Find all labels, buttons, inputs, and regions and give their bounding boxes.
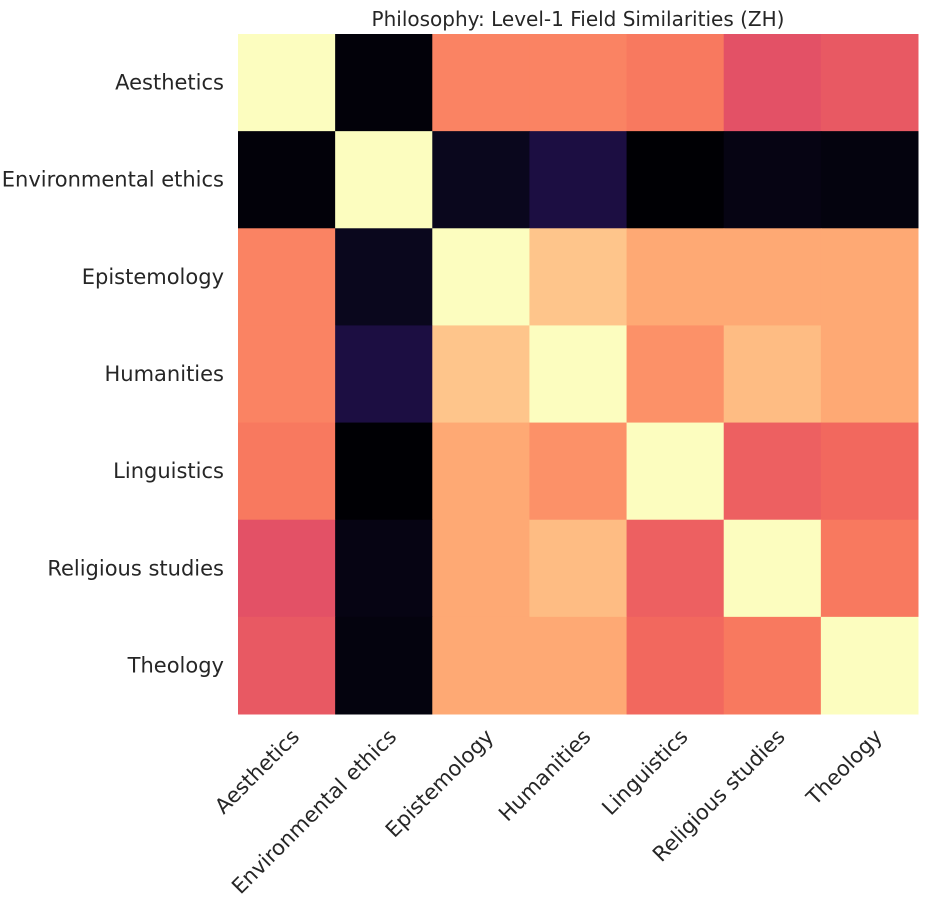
chart-title: Philosophy: Level-1 Field Similarities (… — [372, 7, 785, 31]
x-tick-label-theology: Theology — [801, 725, 887, 811]
y-tick-label-environmental-ethics: Environmental ethics — [2, 168, 224, 192]
x-tick-label-aesthetics: Aesthetics — [210, 725, 304, 819]
heatmap-cell-linguistics-theology — [820, 422, 919, 521]
heatmap-cell-religious-studies-humanities — [529, 519, 628, 618]
heatmap-cell-religious-studies-linguistics — [626, 519, 725, 618]
heatmap-cell-religious-studies-environmental-ethics — [335, 519, 433, 618]
y-tick-label-linguistics: Linguistics — [113, 459, 224, 483]
heatmap-cell-humanities-linguistics — [626, 325, 725, 424]
y-tick-label-theology: Theology — [127, 653, 224, 677]
x-tick-label-environmental-ethics: Environmental ethics — [227, 725, 401, 899]
heatmap-cell-epistemology-aesthetics — [238, 228, 336, 326]
heatmap-cell-humanities-religious-studies — [723, 325, 822, 424]
heatmap-cell-linguistics-environmental-ethics — [335, 422, 433, 521]
heatmap-cell-aesthetics-theology — [820, 34, 919, 132]
heatmap-cell-theology-linguistics — [626, 616, 725, 715]
x-tick-label-humanities: Humanities — [494, 725, 595, 826]
heatmap-cell-epistemology-linguistics — [626, 228, 725, 326]
heatmap-cells — [238, 34, 919, 715]
heatmap-cell-environmental-ethics-linguistics — [626, 131, 725, 229]
heatmap-cell-aesthetics-aesthetics — [238, 34, 336, 132]
heatmap-cell-humanities-environmental-ethics — [335, 325, 433, 424]
heatmap-cell-religious-studies-epistemology — [432, 519, 530, 618]
heatmap-cell-epistemology-environmental-ethics — [335, 228, 433, 326]
x-tick-label-linguistics: Linguistics — [597, 725, 692, 820]
heatmap-cell-epistemology-theology — [820, 228, 919, 326]
heatmap-cell-linguistics-religious-studies — [723, 422, 822, 521]
heatmap-cell-epistemology-epistemology — [432, 228, 530, 326]
heatmap-cell-humanities-humanities — [529, 325, 628, 424]
heatmap-cell-religious-studies-theology — [820, 519, 919, 618]
heatmap-cell-linguistics-epistemology — [432, 422, 530, 521]
heatmap-cell-environmental-ethics-religious-studies — [723, 131, 822, 229]
heatmap-cell-humanities-aesthetics — [238, 325, 336, 424]
y-tick-label-aesthetics: Aesthetics — [115, 71, 224, 95]
heatmap-cell-linguistics-linguistics — [626, 422, 725, 521]
heatmap-cell-theology-environmental-ethics — [335, 616, 433, 715]
heatmap-cell-humanities-epistemology — [432, 325, 530, 424]
heatmap-cell-religious-studies-religious-studies — [723, 519, 822, 618]
heatmap-cell-aesthetics-religious-studies — [723, 34, 822, 132]
heatmap-cell-linguistics-aesthetics — [238, 422, 336, 521]
heatmap-cell-aesthetics-linguistics — [626, 34, 725, 132]
heatmap-cell-theology-humanities — [529, 616, 628, 715]
heatmap-cell-theology-epistemology — [432, 616, 530, 715]
heatmap-cell-environmental-ethics-environmental-ethics — [335, 131, 433, 229]
heatmap-cell-aesthetics-environmental-ethics — [335, 34, 433, 132]
heatmap-cell-theology-aesthetics — [238, 616, 336, 715]
y-tick-labels: Aesthetics Environmental ethics Epistemolo… — [2, 71, 224, 678]
heatmap-cell-environmental-ethics-aesthetics — [238, 131, 336, 229]
heatmap-cell-environmental-ethics-epistemology — [432, 131, 530, 229]
heatmap-cell-environmental-ethics-theology — [820, 131, 919, 229]
heatmap-cell-aesthetics-humanities — [529, 34, 628, 132]
heatmap-cell-linguistics-humanities — [529, 422, 628, 521]
heatmap-cell-aesthetics-epistemology — [432, 34, 530, 132]
heatmap-cell-theology-theology — [820, 616, 919, 715]
y-tick-label-religious-studies: Religious studies — [47, 556, 224, 580]
y-tick-label-humanities: Humanities — [105, 362, 225, 386]
heatmap-cell-environmental-ethics-humanities — [529, 131, 628, 229]
heatmap-cell-religious-studies-aesthetics — [238, 519, 336, 618]
heatmap-cell-humanities-theology — [820, 325, 919, 424]
y-tick-label-epistemology: Epistemology — [82, 265, 224, 289]
heatmap-cell-epistemology-religious-studies — [723, 228, 822, 326]
heatmap-cell-theology-religious-studies — [723, 616, 822, 715]
heatmap-cell-epistemology-humanities — [529, 228, 628, 326]
